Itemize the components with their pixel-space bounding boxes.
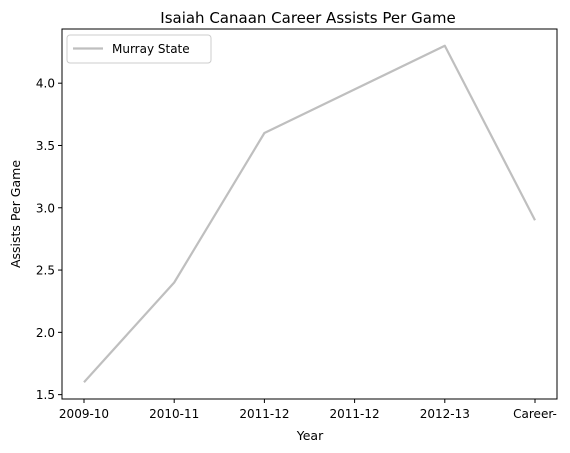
legend-label-murray-state: Murray State — [112, 42, 190, 56]
legend: Murray State — [66, 34, 212, 64]
x-axis-label: Year — [296, 428, 324, 443]
series-line-murray-state — [83, 44, 536, 383]
y-tick-label: 2.0 — [36, 326, 55, 340]
y-axis-label: Assists Per Game — [8, 160, 23, 268]
x-tick-label: 2009-10 — [59, 407, 109, 421]
legend-box — [66, 34, 212, 64]
x-tick-label: Career- — [513, 407, 557, 421]
y-tick-label: 2.5 — [36, 264, 55, 278]
x-tick-label: 2011-12 — [239, 407, 289, 421]
chart-title: Isaiah Canaan Career Assists Per Game — [160, 9, 455, 27]
x-tick-label: 2011-12 — [330, 407, 380, 421]
y-tick-label: 3.5 — [36, 139, 55, 153]
y-tick-label: 3.0 — [36, 201, 55, 215]
x-axis-ticks: 2009-10 2010-11 2011-12 2011-12 2012-13 Caree… — [59, 399, 557, 421]
y-axis-ticks: 1.5 2.0 2.5 3.0 3.5 4.0 — [36, 77, 62, 402]
x-tick-label: 2012-13 — [420, 407, 470, 421]
y-tick-label: 4.0 — [36, 77, 55, 91]
x-tick-label: 2010-11 — [149, 407, 199, 421]
plot-area — [62, 29, 557, 399]
plot-frame — [61, 28, 558, 400]
y-tick-label: 1.5 — [36, 388, 55, 402]
